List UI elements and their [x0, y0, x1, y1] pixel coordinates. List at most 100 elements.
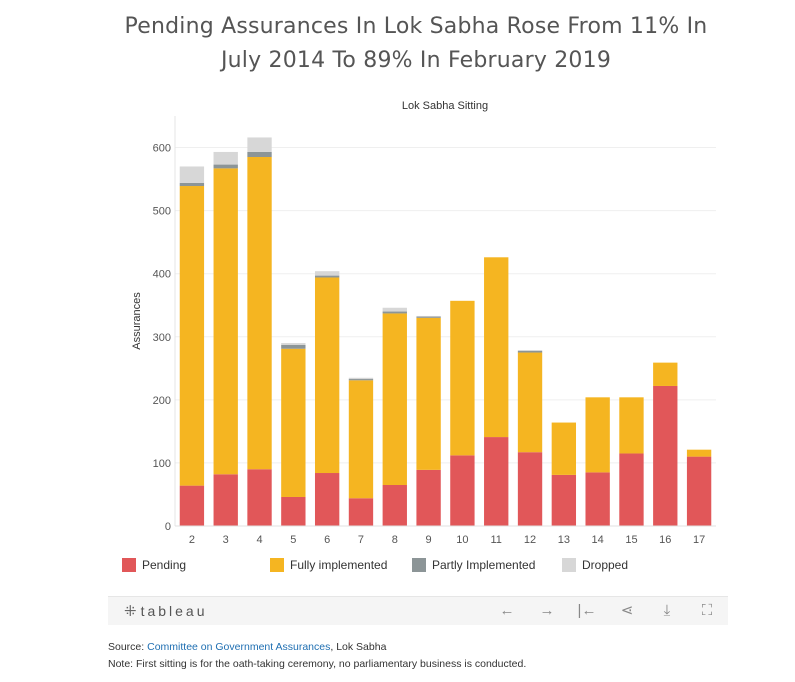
legend-item-partly-implemented[interactable]: Partly Implemented — [412, 556, 535, 574]
chart-subtitle: Lok Sabha Sitting — [401, 100, 489, 112]
bar-pending-sitting-11[interactable] — [484, 437, 509, 526]
y-tick-label-500: 500 — [153, 206, 171, 218]
y-tick-label-300: 300 — [153, 332, 171, 344]
x-tick-label-15: 15 — [625, 534, 637, 546]
bar-partly-implemented-sitting-4[interactable] — [247, 151, 272, 157]
source-prefix: Source: — [108, 641, 148, 653]
bar-dropped-sitting-7[interactable] — [348, 377, 374, 380]
x-tick-label-2: 2 — [189, 534, 195, 546]
tableau-toolbar: ⁜ tableau ← → |← ⋖ ⤓ ⛶ — [108, 596, 728, 625]
legend-label-partly-implemented: Partly Implemented — [432, 558, 536, 572]
undo-icon[interactable]: ← — [499, 602, 515, 619]
bar-pending-sitting-14[interactable] — [585, 472, 610, 526]
legend-label-fully-implemented: Fully implemented — [290, 558, 388, 572]
bar-fully-implemented-sitting-17[interactable] — [686, 449, 712, 457]
revert-icon[interactable]: |← — [577, 602, 597, 619]
bar-fully-implemented-sitting-4[interactable] — [247, 157, 272, 470]
bar-pending-sitting-3[interactable] — [213, 474, 238, 526]
y-tick-label-600: 600 — [153, 143, 171, 155]
bar-dropped-sitting-8[interactable] — [382, 307, 407, 312]
share-icon[interactable]: ⋖ — [620, 602, 634, 619]
bar-pending-sitting-13[interactable] — [551, 474, 577, 526]
redo-icon[interactable]: → — [539, 602, 555, 619]
bar-partly-implemented-sitting-9[interactable] — [416, 316, 441, 318]
bar-dropped-sitting-6[interactable] — [314, 271, 340, 276]
bar-fully-implemented-sitting-13[interactable] — [551, 422, 577, 475]
bar-fully-implemented-sitting-6[interactable] — [314, 277, 340, 474]
y-axis: 0 100 200 300 400 500 600 — [153, 116, 176, 533]
tableau-logo[interactable]: ⁜ tableau — [124, 602, 208, 620]
chart-title: Pending Assurances In Lok Sabha Rose Fro… — [0, 10, 795, 78]
bar-pending-sitting-7[interactable] — [348, 498, 374, 526]
fullscreen-icon[interactable]: ⛶ — [701, 602, 713, 619]
legend-label-dropped: Dropped — [582, 558, 629, 572]
bar-dropped-sitting-5[interactable] — [281, 343, 306, 345]
bar-partly-implemented-sitting-12[interactable] — [517, 350, 543, 353]
bar-pending-sitting-12[interactable] — [517, 452, 543, 526]
bar-pending-sitting-16[interactable] — [653, 385, 678, 526]
bar-partly-implemented-sitting-6[interactable] — [314, 275, 340, 278]
tableau-logo-icon: ⁜ — [124, 603, 137, 620]
source-suffix: , Lok Sabha — [330, 641, 387, 653]
legend-swatch-fully-implemented — [270, 558, 284, 572]
bar-dropped-sitting-3[interactable] — [213, 151, 238, 165]
x-tick-label-8: 8 — [392, 534, 398, 546]
x-tick-label-13: 13 — [558, 534, 570, 546]
bar-fully-implemented-sitting-2[interactable] — [179, 186, 205, 486]
bar-fully-implemented-sitting-11[interactable] — [484, 257, 509, 438]
bar-partly-implemented-sitting-8[interactable] — [382, 311, 407, 314]
y-axis-label: Assurances — [131, 292, 143, 350]
y-tick-label-200: 200 — [153, 395, 171, 407]
x-tick-label-12: 12 — [524, 534, 536, 546]
bar-fully-implemented-sitting-9[interactable] — [416, 317, 441, 470]
y-tick-label-100: 100 — [153, 458, 171, 470]
bar-partly-implemented-sitting-7[interactable] — [348, 379, 374, 381]
legend-item-fully-implemented[interactable]: Fully implemented — [270, 556, 387, 574]
bar-pending-sitting-4[interactable] — [247, 469, 272, 526]
y-tick-label-400: 400 — [153, 269, 171, 281]
bar-fully-implemented-sitting-5[interactable] — [281, 348, 306, 497]
bar-dropped-sitting-4[interactable] — [247, 137, 272, 152]
bar-pending-sitting-9[interactable] — [416, 469, 441, 526]
legend-swatch-partly-implemented — [412, 558, 426, 572]
bar-pending-sitting-15[interactable] — [619, 453, 644, 526]
bar-partly-implemented-sitting-3[interactable] — [213, 164, 238, 169]
x-tick-label-5: 5 — [290, 534, 296, 546]
bar-partly-implemented-sitting-2[interactable] — [179, 182, 205, 187]
bar-fully-implemented-sitting-16[interactable] — [653, 362, 678, 386]
x-axis: 2 3 4 5 6 7 8 9 10 11 12 13 14 15 16 17 — [175, 525, 716, 546]
x-tick-label-7: 7 — [358, 534, 364, 546]
bar-fully-implemented-sitting-15[interactable] — [619, 397, 644, 454]
x-tick-label-11: 11 — [491, 534, 502, 546]
tableau-logo-text: tableau — [140, 603, 208, 619]
bar-partly-implemented-sitting-5[interactable] — [281, 344, 306, 349]
download-icon[interactable]: ⤓ — [663, 602, 671, 619]
source-link[interactable]: Committee on Government Assurances — [147, 641, 331, 653]
bar-pending-sitting-10[interactable] — [450, 455, 475, 526]
bar-pending-sitting-17[interactable] — [686, 456, 712, 526]
bars[interactable] — [179, 137, 712, 526]
bar-fully-implemented-sitting-7[interactable] — [348, 380, 374, 499]
bar-fully-implemented-sitting-14[interactable] — [585, 397, 610, 473]
bar-dropped-sitting-2[interactable] — [179, 166, 205, 183]
legend-swatch-pending — [122, 558, 136, 572]
bar-fully-implemented-sitting-8[interactable] — [382, 313, 407, 485]
x-tick-label-3: 3 — [223, 534, 229, 546]
x-tick-label-9: 9 — [426, 534, 432, 546]
legend-item-pending[interactable]: Pending — [122, 556, 186, 574]
bar-pending-sitting-5[interactable] — [281, 496, 306, 526]
y-tick-label-0: 0 — [165, 521, 171, 533]
x-tick-label-17: 17 — [693, 534, 705, 546]
bar-fully-implemented-sitting-3[interactable] — [213, 168, 238, 475]
bar-fully-implemented-sitting-10[interactable] — [450, 300, 475, 456]
bar-dropped-sitting-9[interactable] — [416, 315, 441, 317]
bar-pending-sitting-6[interactable] — [314, 473, 340, 526]
source-line: Source: Committee on Government Assuranc… — [108, 639, 526, 656]
bar-pending-sitting-8[interactable] — [382, 485, 407, 526]
bar-fully-implemented-sitting-12[interactable] — [517, 352, 543, 453]
legend-item-dropped[interactable]: Dropped — [562, 556, 628, 574]
x-tick-label-16: 16 — [659, 534, 671, 546]
x-tick-label-10: 10 — [456, 534, 468, 546]
bar-pending-sitting-2[interactable] — [179, 485, 205, 526]
stacked-bar-chart: 0 100 200 300 400 500 600 2 3 4 5 6 7 8 9 10 11 12 13 14 15… — [131, 116, 716, 546]
